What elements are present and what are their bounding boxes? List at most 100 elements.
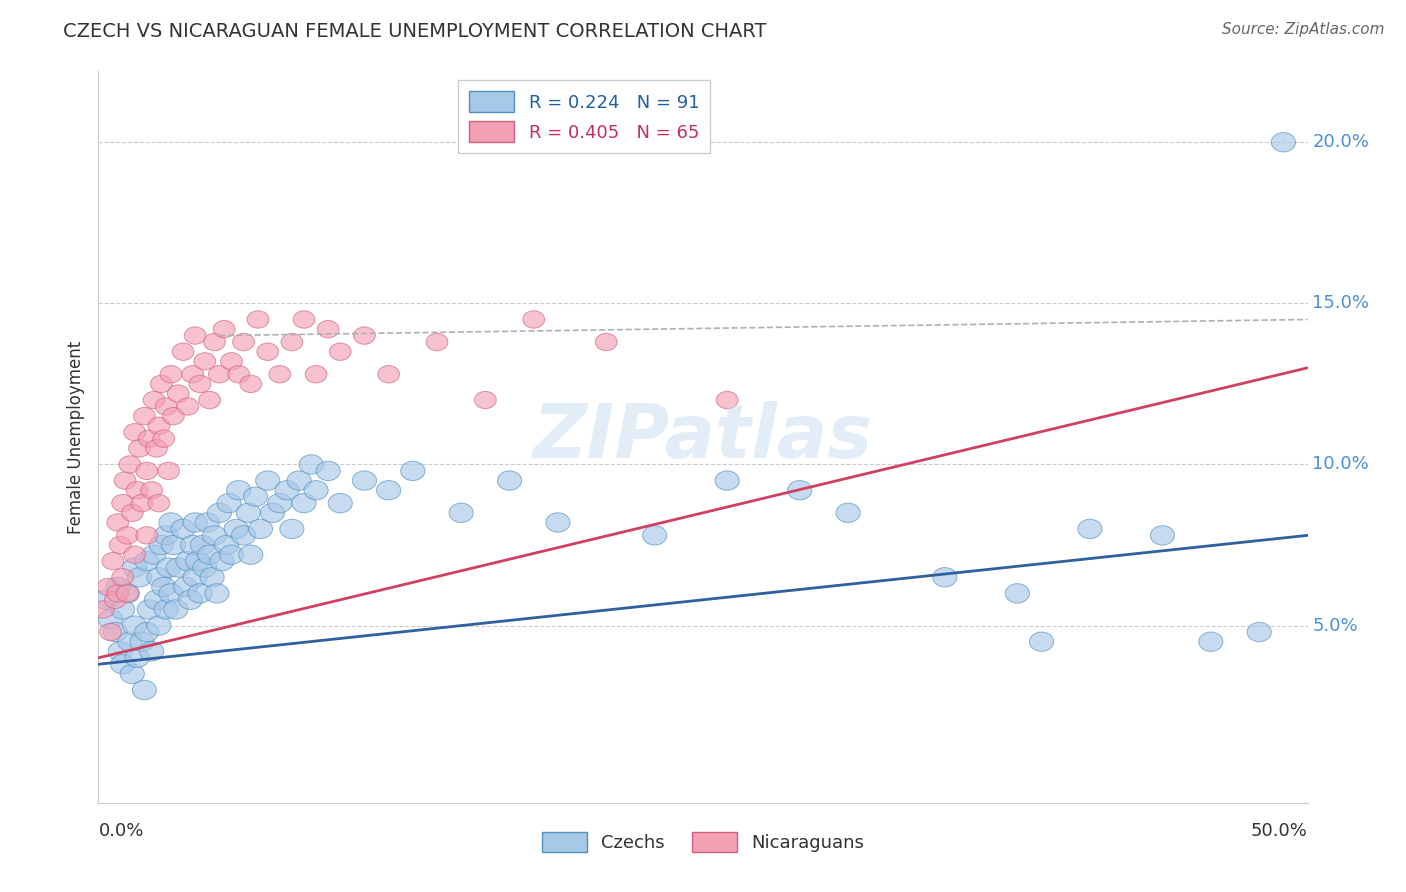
Ellipse shape bbox=[426, 334, 449, 351]
Ellipse shape bbox=[111, 599, 135, 619]
Ellipse shape bbox=[163, 599, 188, 619]
Ellipse shape bbox=[292, 310, 315, 328]
Ellipse shape bbox=[328, 493, 353, 513]
Ellipse shape bbox=[148, 494, 170, 512]
Ellipse shape bbox=[122, 615, 146, 635]
Ellipse shape bbox=[117, 584, 138, 602]
Ellipse shape bbox=[166, 558, 190, 577]
Ellipse shape bbox=[643, 525, 666, 545]
Ellipse shape bbox=[194, 352, 215, 370]
Ellipse shape bbox=[160, 366, 181, 383]
Ellipse shape bbox=[146, 615, 172, 635]
Ellipse shape bbox=[287, 471, 311, 491]
Ellipse shape bbox=[932, 567, 957, 587]
Ellipse shape bbox=[146, 440, 167, 457]
Ellipse shape bbox=[110, 536, 131, 554]
Ellipse shape bbox=[98, 609, 122, 629]
Ellipse shape bbox=[219, 545, 243, 565]
Ellipse shape bbox=[121, 504, 143, 522]
Ellipse shape bbox=[249, 519, 273, 539]
Ellipse shape bbox=[122, 558, 146, 577]
Ellipse shape bbox=[143, 392, 165, 409]
Ellipse shape bbox=[177, 398, 198, 415]
Ellipse shape bbox=[240, 376, 262, 392]
Ellipse shape bbox=[124, 424, 146, 441]
Text: 5.0%: 5.0% bbox=[1312, 616, 1358, 634]
Ellipse shape bbox=[105, 577, 129, 597]
Ellipse shape bbox=[1199, 632, 1223, 651]
Y-axis label: Female Unemployment: Female Unemployment bbox=[66, 341, 84, 533]
Ellipse shape bbox=[157, 462, 180, 480]
Ellipse shape bbox=[172, 519, 195, 539]
Ellipse shape bbox=[260, 503, 284, 523]
Text: 10.0%: 10.0% bbox=[1312, 456, 1369, 474]
Ellipse shape bbox=[134, 408, 155, 425]
Ellipse shape bbox=[239, 545, 263, 565]
Ellipse shape bbox=[117, 526, 138, 544]
Ellipse shape bbox=[180, 535, 205, 555]
Ellipse shape bbox=[162, 535, 186, 555]
Ellipse shape bbox=[111, 655, 135, 674]
Ellipse shape bbox=[120, 456, 141, 473]
Ellipse shape bbox=[97, 578, 120, 596]
Ellipse shape bbox=[215, 535, 239, 555]
Ellipse shape bbox=[1247, 623, 1271, 641]
Ellipse shape bbox=[129, 632, 155, 651]
Ellipse shape bbox=[232, 525, 256, 545]
Ellipse shape bbox=[214, 320, 235, 338]
Ellipse shape bbox=[228, 366, 250, 383]
Ellipse shape bbox=[316, 461, 340, 481]
Ellipse shape bbox=[837, 503, 860, 523]
Ellipse shape bbox=[145, 591, 169, 609]
Ellipse shape bbox=[167, 384, 190, 402]
Ellipse shape bbox=[186, 551, 209, 571]
Ellipse shape bbox=[208, 366, 231, 383]
Ellipse shape bbox=[141, 482, 163, 499]
Ellipse shape bbox=[207, 503, 232, 523]
Legend: Czechs, Nicaraguans: Czechs, Nicaraguans bbox=[534, 824, 872, 860]
Ellipse shape bbox=[125, 648, 149, 667]
Ellipse shape bbox=[181, 366, 204, 383]
Ellipse shape bbox=[523, 310, 544, 328]
Ellipse shape bbox=[138, 599, 162, 619]
Ellipse shape bbox=[1078, 519, 1102, 539]
Ellipse shape bbox=[195, 513, 219, 533]
Ellipse shape bbox=[120, 665, 145, 683]
Ellipse shape bbox=[787, 481, 811, 500]
Ellipse shape bbox=[188, 583, 212, 603]
Ellipse shape bbox=[269, 366, 291, 383]
Ellipse shape bbox=[159, 583, 183, 603]
Ellipse shape bbox=[107, 584, 129, 602]
Ellipse shape bbox=[128, 567, 152, 587]
Ellipse shape bbox=[129, 440, 150, 457]
Ellipse shape bbox=[236, 503, 260, 523]
Ellipse shape bbox=[224, 519, 249, 539]
Ellipse shape bbox=[155, 599, 179, 619]
Text: 50.0%: 50.0% bbox=[1251, 822, 1308, 840]
Ellipse shape bbox=[176, 551, 200, 571]
Ellipse shape bbox=[377, 481, 401, 500]
Ellipse shape bbox=[257, 343, 278, 360]
Ellipse shape bbox=[304, 481, 328, 500]
Ellipse shape bbox=[104, 591, 127, 608]
Ellipse shape bbox=[200, 567, 224, 587]
Ellipse shape bbox=[138, 430, 160, 448]
Ellipse shape bbox=[132, 681, 156, 699]
Ellipse shape bbox=[716, 471, 740, 491]
Ellipse shape bbox=[111, 494, 134, 512]
Ellipse shape bbox=[183, 513, 207, 533]
Ellipse shape bbox=[193, 558, 217, 577]
Ellipse shape bbox=[205, 583, 229, 603]
Ellipse shape bbox=[135, 623, 159, 641]
Ellipse shape bbox=[498, 471, 522, 491]
Ellipse shape bbox=[118, 632, 142, 651]
Ellipse shape bbox=[94, 591, 118, 609]
Ellipse shape bbox=[217, 493, 240, 513]
Ellipse shape bbox=[190, 376, 211, 392]
Ellipse shape bbox=[135, 551, 159, 571]
Ellipse shape bbox=[378, 366, 399, 383]
Ellipse shape bbox=[353, 326, 375, 344]
Ellipse shape bbox=[153, 430, 174, 448]
Ellipse shape bbox=[401, 461, 425, 481]
Text: 20.0%: 20.0% bbox=[1312, 133, 1369, 152]
